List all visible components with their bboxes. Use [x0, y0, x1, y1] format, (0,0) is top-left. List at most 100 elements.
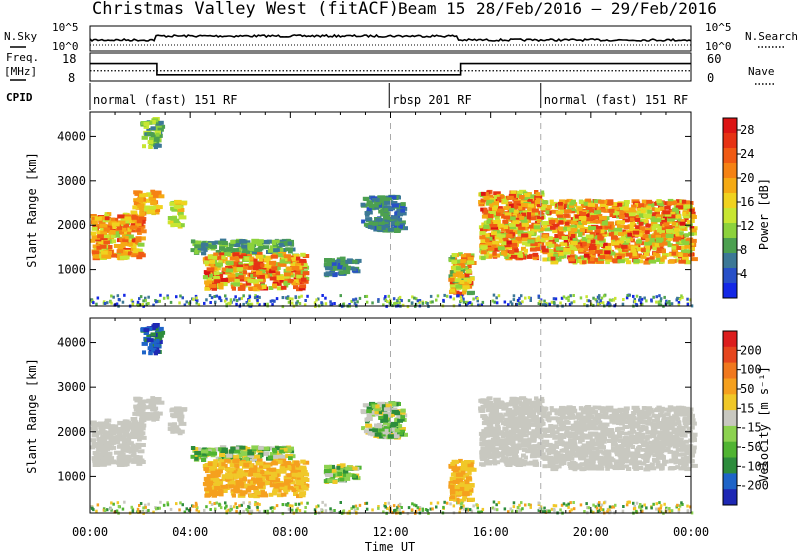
power-cell	[643, 260, 651, 265]
power-cell	[424, 301, 428, 305]
velocity-cell	[120, 424, 127, 428]
velocity-cell	[194, 456, 199, 461]
power-cell	[252, 287, 258, 291]
nsky-tick-top: 10^5	[52, 21, 79, 34]
power-cell	[285, 257, 291, 262]
velocity-cell	[97, 440, 104, 445]
velocity-cell	[513, 407, 521, 412]
power-cell	[619, 206, 624, 211]
power-colorbar-tick-label: 8	[740, 243, 747, 257]
velocity-cell	[663, 407, 670, 412]
velocity-cell	[115, 434, 122, 439]
velocity-cell	[215, 469, 223, 474]
power-cell	[240, 265, 249, 270]
velocity-cell	[249, 463, 254, 468]
power-cell	[634, 247, 641, 252]
power-cell	[131, 300, 135, 304]
power-cell	[134, 191, 140, 196]
power-cell	[631, 204, 637, 209]
power-cell	[621, 208, 630, 213]
power-cell	[273, 299, 276, 303]
velocity-cell	[113, 437, 119, 442]
power-cell	[204, 286, 211, 291]
velocity-cell	[360, 409, 366, 414]
power-cell	[628, 212, 636, 217]
velocity-cell	[450, 491, 457, 496]
velocity-cell	[529, 454, 537, 459]
velocity-cell	[518, 412, 523, 417]
power-cell	[242, 302, 245, 306]
power-cell	[619, 210, 625, 215]
power-cell	[325, 266, 333, 271]
power-cell	[393, 224, 401, 229]
power-cell	[552, 229, 558, 234]
power-cell	[400, 208, 405, 213]
power-cell	[503, 206, 511, 211]
power-cell	[651, 226, 657, 231]
power-cell	[513, 230, 519, 235]
power-cell	[667, 243, 673, 248]
power-cell	[656, 201, 664, 206]
power-cell	[462, 285, 470, 290]
power-cell	[94, 216, 102, 221]
velocity-cell	[130, 417, 138, 421]
power-cell	[147, 302, 150, 305]
power-cell	[282, 278, 289, 283]
power-cell	[388, 206, 396, 211]
velocity-cell	[458, 468, 465, 473]
power-cell	[273, 248, 280, 253]
power-cell	[390, 215, 399, 220]
velocity-cell	[146, 338, 154, 343]
power-cell	[181, 296, 184, 300]
power-cell	[562, 295, 566, 299]
power-cell	[156, 194, 165, 199]
power-cell	[166, 294, 169, 298]
power-cell	[251, 250, 259, 255]
velocity-cell	[296, 475, 304, 480]
power-cell	[214, 279, 221, 284]
velocity-cell	[366, 413, 372, 418]
power-cell	[462, 266, 469, 271]
power-cell	[519, 206, 526, 211]
power-cell	[662, 253, 669, 257]
velocity-cell	[263, 446, 270, 451]
power-cell	[629, 220, 636, 225]
velocity-cell	[383, 411, 392, 416]
power-cell	[525, 242, 532, 247]
power-cell	[295, 301, 298, 305]
velocity-cell	[167, 422, 173, 427]
velocity-cell	[339, 473, 346, 478]
velocity-cell	[205, 490, 211, 495]
velocity-cell	[400, 408, 406, 413]
power-cell	[218, 260, 223, 265]
power-cell	[243, 283, 248, 288]
power-cell	[371, 198, 377, 202]
power-cell	[137, 230, 142, 235]
velocity-cell	[276, 482, 285, 487]
power-cell	[329, 303, 332, 307]
power-cell	[279, 247, 284, 252]
power-cell	[651, 242, 657, 247]
power-cell	[671, 245, 677, 250]
power-cell	[569, 236, 574, 241]
power-cell	[203, 301, 206, 305]
power-cell	[622, 298, 625, 301]
power-cell	[515, 302, 518, 306]
power-colorbar-cell	[723, 268, 737, 284]
power-cell	[496, 196, 502, 201]
velocity-cell	[225, 472, 233, 477]
power-cell	[458, 252, 463, 257]
velocity-cell	[394, 417, 399, 422]
velocity-cell	[612, 420, 619, 425]
velocity-cell	[213, 482, 220, 487]
velocity-cell	[521, 447, 528, 452]
velocity-cell	[247, 485, 254, 490]
power-cell	[682, 241, 690, 246]
power-cell	[624, 257, 630, 262]
power-cell	[185, 300, 188, 304]
velocity-cell	[387, 422, 392, 427]
power-cell	[594, 298, 598, 302]
power-cell	[483, 195, 490, 200]
power-cell	[219, 299, 223, 303]
velocity-cell	[125, 425, 130, 430]
